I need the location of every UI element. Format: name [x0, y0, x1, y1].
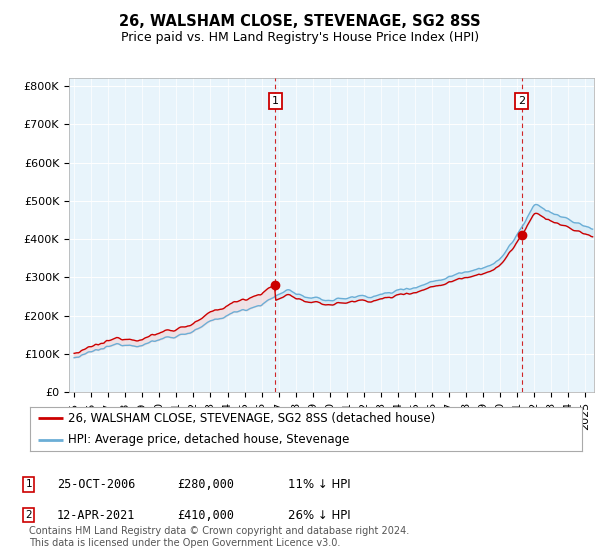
Text: Contains HM Land Registry data © Crown copyright and database right 2024.
This d: Contains HM Land Registry data © Crown c… [29, 526, 409, 548]
Text: 26, WALSHAM CLOSE, STEVENAGE, SG2 8SS (detached house): 26, WALSHAM CLOSE, STEVENAGE, SG2 8SS (d… [68, 412, 435, 424]
Text: 12-APR-2021: 12-APR-2021 [57, 508, 136, 522]
Text: HPI: Average price, detached house, Stevenage: HPI: Average price, detached house, Stev… [68, 433, 349, 446]
Text: 11% ↓ HPI: 11% ↓ HPI [288, 478, 350, 491]
Text: 1: 1 [25, 479, 32, 489]
Text: £410,000: £410,000 [177, 508, 234, 522]
Text: 26% ↓ HPI: 26% ↓ HPI [288, 508, 350, 522]
Text: £280,000: £280,000 [177, 478, 234, 491]
Text: 1: 1 [272, 96, 279, 106]
Text: 2: 2 [25, 510, 32, 520]
Text: Price paid vs. HM Land Registry's House Price Index (HPI): Price paid vs. HM Land Registry's House … [121, 31, 479, 44]
Text: 25-OCT-2006: 25-OCT-2006 [57, 478, 136, 491]
Text: 26, WALSHAM CLOSE, STEVENAGE, SG2 8SS: 26, WALSHAM CLOSE, STEVENAGE, SG2 8SS [119, 14, 481, 29]
Text: 2: 2 [518, 96, 525, 106]
